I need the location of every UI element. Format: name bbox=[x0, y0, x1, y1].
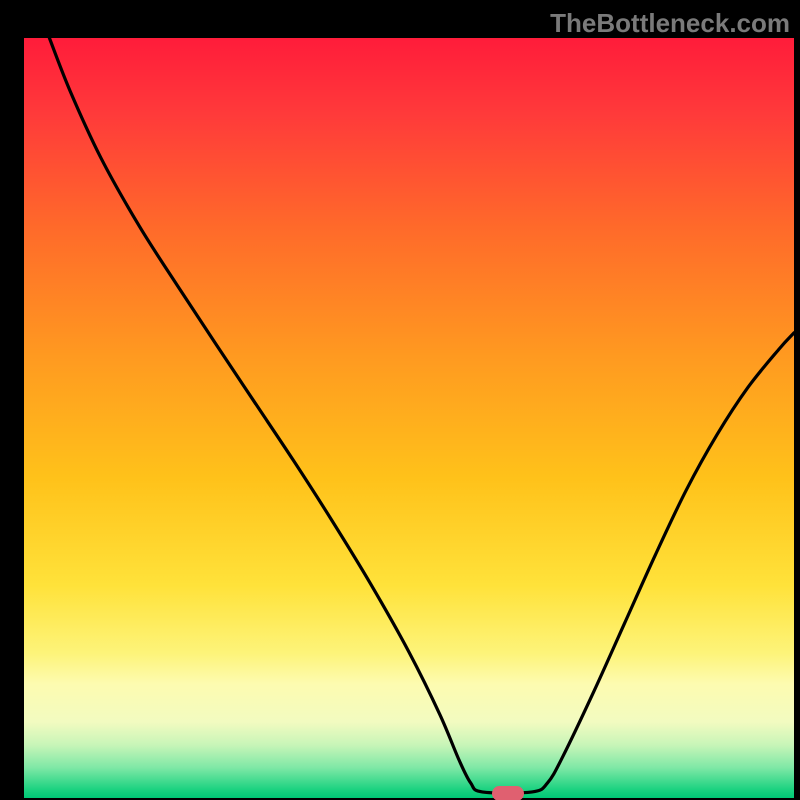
plot-area bbox=[24, 38, 794, 798]
optimal-marker bbox=[492, 786, 524, 800]
watermark-text: TheBottleneck.com bbox=[550, 8, 790, 39]
chart-container: TheBottleneck.com bbox=[0, 0, 800, 800]
